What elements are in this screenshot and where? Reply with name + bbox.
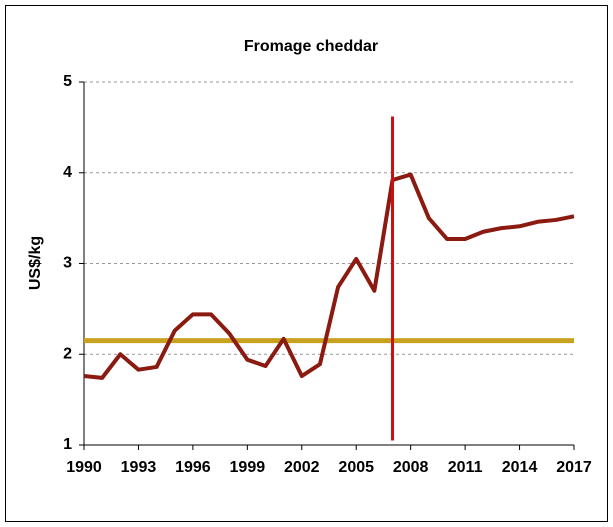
chart-title: Fromage cheddar xyxy=(244,38,378,55)
x-tick-label: 2011 xyxy=(448,459,483,476)
x-tick-label: 2014 xyxy=(502,459,538,476)
y-tick-label: 2 xyxy=(63,345,72,362)
y-axis-label: US$/kg xyxy=(27,236,44,290)
x-tick-label: 2017 xyxy=(556,459,592,476)
x-tick-label: 2002 xyxy=(284,459,320,476)
x-tick-label: 1990 xyxy=(66,459,102,476)
x-tick-label: 1993 xyxy=(121,459,157,476)
x-tick-label: 2005 xyxy=(338,459,374,476)
x-tick-label: 1999 xyxy=(230,459,266,476)
y-tick-label: 3 xyxy=(63,255,72,272)
x-tick-label: 2008 xyxy=(393,459,429,476)
data-line xyxy=(83,172,575,380)
y-tick-label: 5 xyxy=(63,73,72,90)
y-tick-label: 4 xyxy=(63,164,72,181)
x-tick-label: 1996 xyxy=(175,459,211,476)
y-tick-label: 1 xyxy=(63,436,72,453)
